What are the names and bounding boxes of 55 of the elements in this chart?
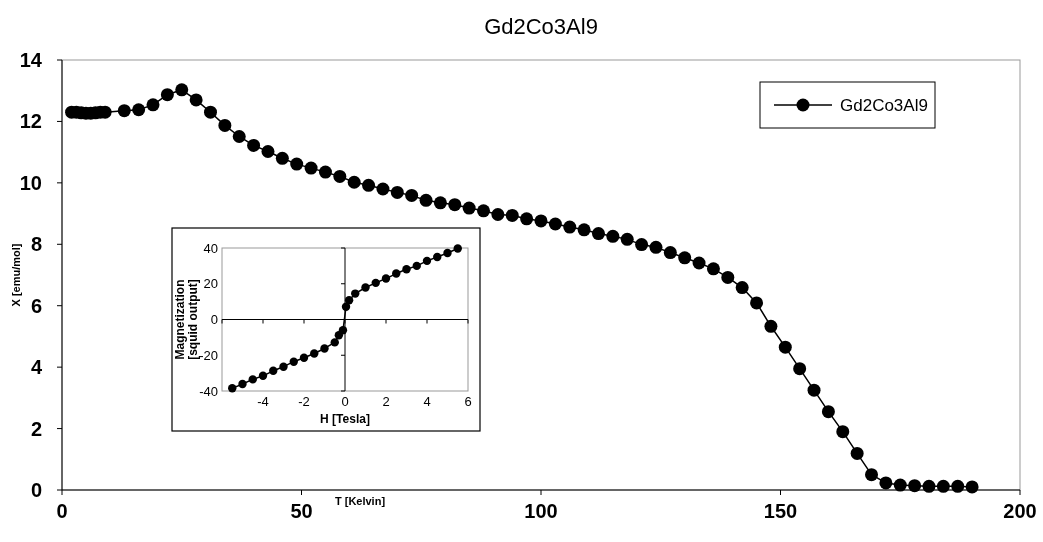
y-tick-label: -40 (199, 383, 218, 399)
x-tick-label: -2 (298, 394, 310, 409)
point (248, 375, 257, 384)
x-tick-label: 6 (464, 394, 472, 409)
point (238, 379, 247, 389)
x-tick-label: 0 (341, 394, 349, 409)
point (422, 256, 432, 266)
x-axis-title: H [Tesla] (320, 412, 370, 426)
point (402, 265, 411, 274)
point (330, 338, 339, 347)
y-tick-label: 6 (30, 294, 42, 317)
point (453, 244, 462, 253)
point (433, 252, 442, 262)
x-tick-label: 4 (423, 394, 431, 409)
y-tick-label: 0 (210, 312, 218, 328)
point (412, 261, 421, 271)
point (392, 269, 401, 278)
point (381, 274, 391, 283)
point (371, 278, 380, 288)
point (351, 289, 360, 298)
x-tick-label: 50 (290, 500, 313, 522)
y-tick-label: 40 (203, 240, 218, 256)
point (299, 353, 309, 362)
point (341, 302, 351, 312)
x-tick-label: 0 (56, 500, 68, 522)
y-axis-title: Magnetization [squid output] (173, 279, 200, 360)
x-axis-title: T [Kelvin] (334, 495, 386, 507)
y-tick-label: 10 (19, 171, 42, 194)
y-tick-label: 4 (30, 356, 43, 379)
point (279, 362, 288, 371)
y-axis-title: X [emu/mol] (10, 243, 22, 307)
y-tick-label: 2 (30, 417, 42, 440)
x-tick-label: -4 (257, 394, 269, 409)
x-tick-label: 2 (382, 394, 390, 409)
chart-title: Gd2Co3Al9 (484, 14, 598, 39)
point (320, 344, 329, 353)
y-tick-label: 8 (30, 233, 42, 256)
point (289, 357, 298, 366)
point (361, 283, 370, 292)
x-tick-label: 100 (524, 500, 558, 522)
point (338, 326, 348, 335)
point (344, 296, 354, 305)
point (310, 349, 319, 358)
point (228, 384, 237, 393)
x-tick-label: 200 (1003, 500, 1037, 522)
legend-label: Gd2Co3Al9 (840, 95, 928, 115)
y-tick-label: 20 (203, 276, 218, 292)
x-tick-label: 150 (763, 500, 798, 522)
point (258, 371, 268, 381)
y-tick-label: -20 (199, 347, 218, 363)
y-tick-label: 12 (19, 110, 42, 133)
y-tick-label: 0 (30, 479, 42, 501)
point (443, 248, 452, 258)
point (269, 366, 278, 375)
y-tick-label: 14 (19, 49, 43, 71)
